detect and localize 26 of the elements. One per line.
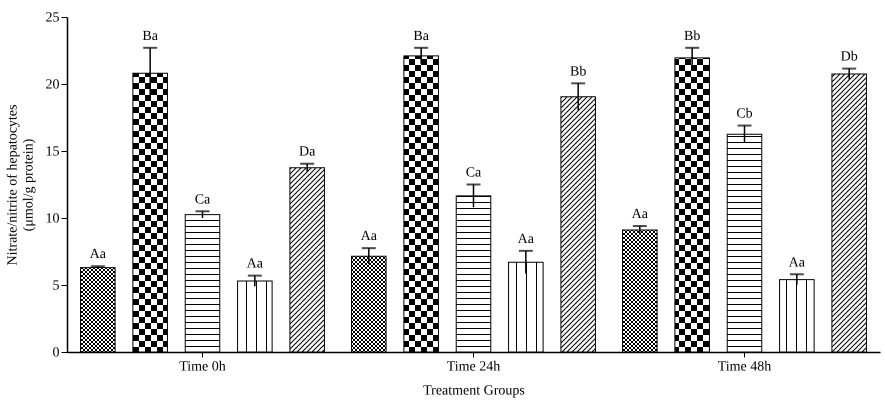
x-tick-label: Time 48h [718,360,772,374]
x-tick-label: Time 0h [179,360,226,374]
data-label: Ba [142,28,159,44]
data-label: Aa [632,207,649,222]
data-label: Aa [246,256,264,272]
data-label: Ba [413,28,430,44]
y-tick-label: 0 [52,346,60,360]
data-label: Db [840,50,858,65]
data-label: Ca [194,192,212,208]
y-tick-label: 25 [46,10,60,26]
y-tick-label: 10 [46,212,60,226]
data-label: Aa [788,255,806,270]
x-tick-label: Time 24h [446,360,500,374]
data-label: Aa [90,247,107,262]
y-tick-label: 5 [52,278,60,294]
data-label: Bb [684,28,700,44]
data-label: Bb [570,64,586,80]
data-label: Aa [360,229,378,244]
y-tick-label: 20 [46,78,60,92]
y-tick-label: 15 [46,144,60,160]
y-axis-title: Nitrate/nitrite of hepatocytes (μmol/g protein) [6,104,36,266]
data-label: Aa [518,232,535,247]
data-label: Ca [466,166,482,180]
x-axis-title: Treatment Groups [423,384,525,398]
data-label: Cb [736,106,753,122]
data-label: Da [299,144,316,160]
